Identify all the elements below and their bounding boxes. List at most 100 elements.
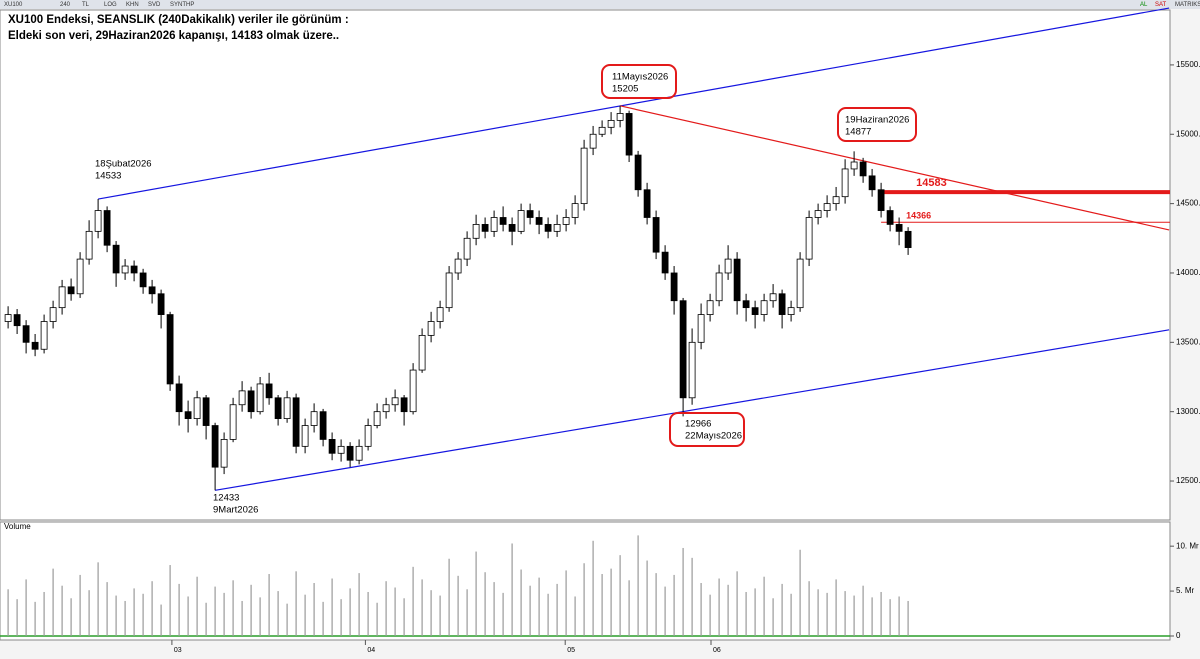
candle-body bbox=[877, 189, 885, 211]
candle-body bbox=[103, 210, 111, 246]
y-tick-label: 14500. bbox=[1176, 199, 1200, 208]
candle-body bbox=[670, 272, 678, 302]
y-tick-label: 13000. bbox=[1176, 407, 1200, 416]
x-tick-label: 03 bbox=[174, 647, 182, 654]
candle-body bbox=[643, 189, 651, 218]
candle-body bbox=[562, 217, 570, 225]
volume-title: Volume bbox=[4, 522, 31, 531]
y-tick-label: 0 bbox=[1176, 631, 1181, 640]
trend-line bbox=[97, 7, 1170, 200]
candle-body bbox=[526, 210, 534, 218]
toolbar-item: XU100 bbox=[4, 2, 23, 8]
y-tick-label: 12500. bbox=[1176, 476, 1200, 485]
candle-body bbox=[130, 265, 138, 274]
candle-body bbox=[139, 272, 147, 288]
candle-body bbox=[652, 217, 660, 253]
candle-body bbox=[238, 390, 246, 406]
candle-body bbox=[769, 293, 777, 302]
candle-body bbox=[94, 210, 102, 232]
candle-body bbox=[589, 133, 597, 149]
candle-body bbox=[706, 300, 714, 315]
candle-body bbox=[733, 258, 741, 302]
toolbar-item: KHN bbox=[126, 2, 139, 8]
trend-line bbox=[619, 105, 1170, 231]
candle-body bbox=[67, 286, 75, 295]
price-panel bbox=[0, 9, 1171, 521]
y-tick-label: 5. Mr bbox=[1176, 586, 1195, 595]
volume-panel bbox=[0, 521, 1171, 641]
y-tick-label: 15500. bbox=[1176, 60, 1200, 69]
candle-body bbox=[283, 397, 291, 420]
candle-body bbox=[436, 307, 444, 322]
candle-body bbox=[184, 411, 192, 420]
level-label: 14583 bbox=[916, 177, 947, 189]
x-tick-label: 06 bbox=[713, 647, 721, 654]
candle-body bbox=[625, 113, 633, 156]
y-tick-label: 14000. bbox=[1176, 268, 1200, 277]
toolbar bbox=[0, 0, 1200, 9]
candle-body bbox=[832, 196, 840, 205]
candle-body bbox=[193, 397, 201, 420]
candle-body bbox=[850, 161, 858, 170]
annotation-box bbox=[669, 412, 745, 447]
candle-body bbox=[364, 425, 372, 447]
candle-body bbox=[571, 203, 579, 218]
candle-body bbox=[418, 334, 426, 371]
candle-body bbox=[724, 258, 732, 274]
candle-body bbox=[796, 258, 804, 309]
candle-body bbox=[517, 210, 525, 232]
candle-body bbox=[805, 217, 813, 260]
level-label: 14366 bbox=[906, 211, 931, 221]
candle-body bbox=[274, 397, 282, 420]
candle-body bbox=[355, 445, 363, 461]
candle-body bbox=[292, 397, 300, 447]
candle-body bbox=[13, 314, 21, 327]
trend-line bbox=[215, 329, 1170, 491]
candle-body bbox=[679, 300, 687, 399]
candle-body bbox=[85, 230, 93, 260]
annotation-text: 14533 bbox=[95, 171, 121, 182]
candle-body bbox=[499, 217, 507, 225]
candle-body bbox=[427, 321, 435, 336]
candle-body bbox=[400, 397, 408, 413]
candle-body bbox=[175, 383, 183, 413]
annotation-text: 15205 bbox=[612, 84, 638, 95]
candle-body bbox=[823, 203, 831, 211]
candle-body bbox=[49, 307, 57, 322]
candle-body bbox=[319, 411, 327, 440]
candle-body bbox=[841, 168, 849, 198]
candle-body bbox=[697, 314, 705, 343]
candle-body bbox=[481, 224, 489, 232]
candle-body bbox=[661, 251, 669, 274]
candle-body bbox=[886, 210, 894, 225]
candle-body bbox=[391, 397, 399, 406]
candle-body bbox=[202, 397, 210, 426]
annotation-text: 12966 bbox=[685, 419, 711, 430]
candle-body bbox=[382, 404, 390, 413]
candle-body bbox=[904, 230, 912, 248]
candle-body bbox=[4, 314, 12, 322]
candle-body bbox=[616, 113, 624, 121]
candle-body bbox=[58, 286, 66, 309]
candle-body bbox=[778, 293, 786, 315]
candle-body bbox=[715, 272, 723, 302]
candle-body bbox=[76, 258, 84, 295]
candle-body bbox=[157, 293, 165, 315]
candle-body bbox=[409, 369, 417, 413]
candle-body bbox=[229, 404, 237, 440]
candle-body bbox=[760, 300, 768, 315]
annotation-box bbox=[837, 107, 917, 142]
candle-body bbox=[463, 237, 471, 260]
candle-body bbox=[148, 286, 156, 295]
candle-body bbox=[508, 224, 516, 232]
candle-body bbox=[895, 224, 903, 232]
candle-body bbox=[310, 411, 318, 426]
x-tick-label: 05 bbox=[567, 647, 575, 654]
candle-body bbox=[607, 119, 615, 128]
annotation-text: 19Haziran2026 bbox=[845, 115, 909, 126]
toolbar-item: SAT bbox=[1155, 2, 1167, 8]
candle-body bbox=[373, 411, 381, 426]
annotation-text: 11Mayıs2026 bbox=[612, 72, 668, 83]
toolbar-item: 240 bbox=[60, 2, 71, 8]
candle-body bbox=[742, 300, 750, 309]
